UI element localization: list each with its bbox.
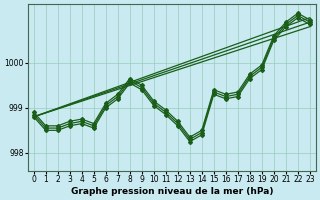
X-axis label: Graphe pression niveau de la mer (hPa): Graphe pression niveau de la mer (hPa)	[70, 187, 273, 196]
